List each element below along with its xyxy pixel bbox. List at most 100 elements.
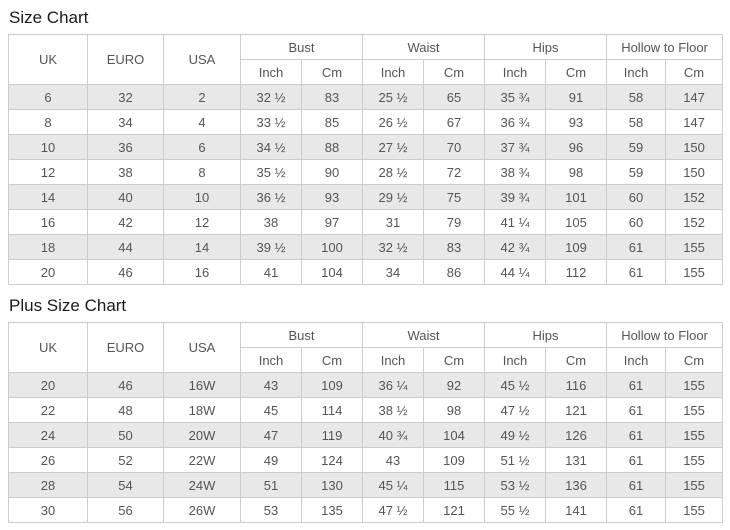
table-cell: 59 xyxy=(606,134,667,160)
table-cell: 92 xyxy=(423,372,486,398)
table-cell: 12 xyxy=(163,209,241,235)
table-cell: 141 xyxy=(545,497,608,523)
table-cell: 34 xyxy=(362,259,425,285)
table-cell: 155 xyxy=(665,372,724,398)
table-row: 16 42 12 38 97 31 79 41 ¼ 105 60 152 xyxy=(8,209,724,235)
table-row: 20 46 16 41 104 34 86 44 ¼ 112 61 155 xyxy=(8,259,724,285)
table-cell: 98 xyxy=(545,159,608,185)
table-cell: 26 ½ xyxy=(362,109,425,135)
column-header-waist-cm: Cm xyxy=(423,347,486,373)
table-cell: 155 xyxy=(665,497,724,523)
table-cell: 109 xyxy=(545,234,608,260)
table-cell: 114 xyxy=(300,397,364,423)
table-cell: 43 xyxy=(362,447,425,473)
column-header-hollow-to-floor: Hollow to Floor xyxy=(606,34,724,60)
column-header-bust-cm: Cm xyxy=(300,59,364,85)
table-cell: 155 xyxy=(665,234,724,260)
table-cell: 28 ½ xyxy=(362,159,425,185)
table-row: 10 36 6 34 ½ 88 27 ½ 70 37 ¾ 96 59 150 xyxy=(8,134,724,160)
table-cell: 150 xyxy=(665,134,724,160)
table-row: 20 46 16W 43 109 36 ¼ 92 45 ½ 116 61 155 xyxy=(8,372,724,398)
table-header-row-units: Inch Cm Inch Cm Inch Cm Inch Cm xyxy=(9,59,724,85)
table-header-row-groups: UK EURO USA Bust Waist Hips Hollow to Fl… xyxy=(8,322,724,373)
table-cell: 155 xyxy=(665,259,724,285)
table-cell: 27 ½ xyxy=(362,134,425,160)
table-cell: 91 xyxy=(545,84,608,110)
table-row: 12 38 8 35 ½ 90 28 ½ 72 38 ¾ 98 59 150 xyxy=(8,159,724,185)
table-cell: 51 ½ xyxy=(484,447,547,473)
column-header-hips-inch: Inch xyxy=(484,59,547,85)
table-cell: 135 xyxy=(300,497,364,523)
table-cell: 34 xyxy=(87,109,164,135)
table-cell: 42 xyxy=(87,209,164,235)
table-cell: 61 xyxy=(606,497,667,523)
table-cell: 61 xyxy=(606,422,667,448)
table-cell: 36 ¼ xyxy=(362,372,425,398)
table-cell: 20W xyxy=(163,422,241,448)
table-cell: 34 ½ xyxy=(240,134,302,160)
table-row: 22 48 18W 45 114 38 ½ 98 47 ½ 121 61 155 xyxy=(8,397,724,423)
table-cell: 30 xyxy=(8,497,88,523)
table-cell: 86 xyxy=(423,259,486,285)
table-cell: 24 xyxy=(8,422,88,448)
plus-size-chart-section: Plus Size Chart UK EURO USA Bust Waist H… xyxy=(8,296,724,523)
table-row: 26 52 22W 49 124 43 109 51 ½ 131 61 155 xyxy=(8,447,724,473)
table-cell: 126 xyxy=(545,422,608,448)
table-cell: 65 xyxy=(423,84,486,110)
table-cell: 40 xyxy=(87,184,164,210)
column-header-uk: UK xyxy=(8,34,88,85)
column-header-hips-cm: Cm xyxy=(545,59,608,85)
table-cell: 75 xyxy=(423,184,486,210)
column-header-hollow-inch: Inch xyxy=(606,59,667,85)
table-cell: 45 ½ xyxy=(484,372,547,398)
table-cell: 51 xyxy=(240,472,302,498)
table-cell: 16 xyxy=(163,259,241,285)
column-header-hollow-cm: Cm xyxy=(665,59,724,85)
table-header: UK EURO USA Bust Waist Hips Hollow to Fl… xyxy=(8,322,724,373)
table-cell: 60 xyxy=(606,184,667,210)
table-cell: 26 xyxy=(8,447,88,473)
table-cell: 150 xyxy=(665,159,724,185)
table-cell: 147 xyxy=(665,84,724,110)
table-cell: 61 xyxy=(606,259,667,285)
table-cell: 22W xyxy=(163,447,241,473)
table-cell: 4 xyxy=(163,109,241,135)
table-cell: 61 xyxy=(606,372,667,398)
column-header-bust: Bust xyxy=(239,322,364,348)
table-cell: 97 xyxy=(300,209,364,235)
table-cell: 115 xyxy=(423,472,486,498)
table-cell: 47 ½ xyxy=(484,397,547,423)
table-cell: 42 ¾ xyxy=(484,234,547,260)
table-cell: 90 xyxy=(300,159,364,185)
table-cell: 112 xyxy=(545,259,608,285)
table-cell: 121 xyxy=(423,497,486,523)
column-header-bust: Bust xyxy=(239,34,364,60)
column-header-usa: USA xyxy=(163,322,241,373)
plus-size-chart-table: UK EURO USA Bust Waist Hips Hollow to Fl… xyxy=(8,322,724,523)
table-cell: 25 ½ xyxy=(362,84,425,110)
table-cell: 49 ½ xyxy=(484,422,547,448)
table-cell: 6 xyxy=(8,84,88,110)
table-cell: 39 ½ xyxy=(240,234,302,260)
column-header-hollow-cm: Cm xyxy=(665,347,724,373)
table-cell: 155 xyxy=(665,447,724,473)
table-cell: 10 xyxy=(8,134,88,160)
table-cell: 29 ½ xyxy=(362,184,425,210)
column-header-hips: Hips xyxy=(484,34,608,60)
column-header-bust-cm: Cm xyxy=(300,347,364,373)
table-header-row-groups: UK EURO USA Bust Waist Hips Hollow to Fl… xyxy=(8,34,724,85)
table-cell: 93 xyxy=(300,184,364,210)
table-cell: 47 xyxy=(240,422,302,448)
table-cell: 24W xyxy=(163,472,241,498)
table-cell: 104 xyxy=(300,259,364,285)
table-cell: 39 ¾ xyxy=(484,184,547,210)
table-cell: 60 xyxy=(606,209,667,235)
table-cell: 119 xyxy=(300,422,364,448)
table-cell: 104 xyxy=(423,422,486,448)
column-header-hips-inch: Inch xyxy=(484,347,547,373)
table-row: 18 44 14 39 ½ 100 32 ½ 83 42 ¾ 109 61 155 xyxy=(8,234,724,260)
table-cell: 72 xyxy=(423,159,486,185)
size-chart-title: Size Chart xyxy=(9,8,89,27)
table-cell: 116 xyxy=(545,372,608,398)
table-cell: 12 xyxy=(8,159,88,185)
